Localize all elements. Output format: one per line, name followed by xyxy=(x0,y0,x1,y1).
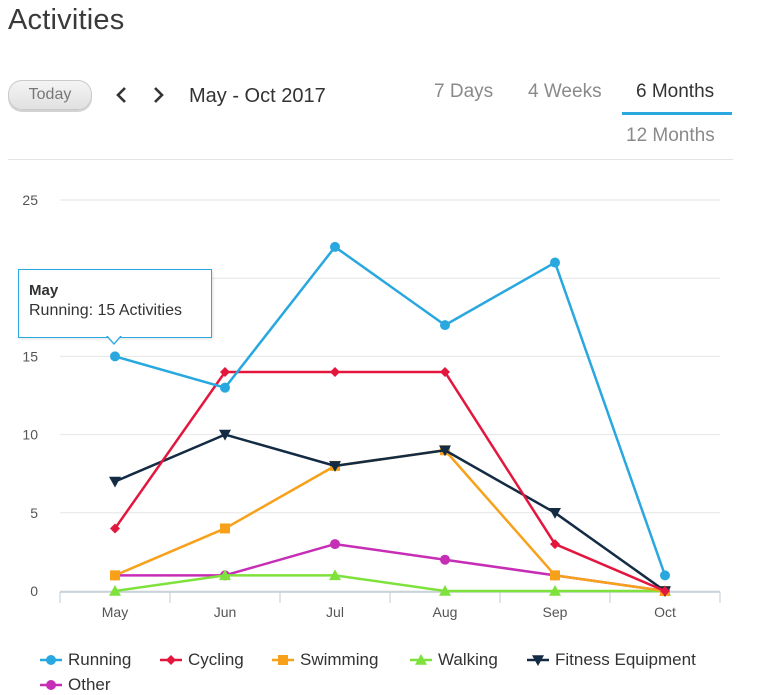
legend-item-walking[interactable]: Walking xyxy=(408,650,668,670)
x-tick-label: May xyxy=(102,604,128,620)
legend-item-other[interactable]: Other xyxy=(38,675,298,695)
x-tick-label: Jun xyxy=(214,604,237,620)
chart-tooltip: May Running: 15 Activities xyxy=(18,269,212,338)
data-point-running[interactable] xyxy=(110,351,120,362)
data-point-walking[interactable] xyxy=(329,569,341,581)
legend-item-fitness-equipment[interactable]: Fitness Equipment xyxy=(525,650,784,670)
tab-7-days[interactable]: 7 Days xyxy=(434,81,494,102)
series-line-swimming xyxy=(114,448,666,593)
data-point-fitness-equipment[interactable] xyxy=(329,461,341,472)
legend-marker[interactable] xyxy=(278,655,288,665)
date-range-label: May - Oct 2017 xyxy=(189,85,326,107)
x-tick-label: Sep xyxy=(543,604,568,620)
legend-item-running[interactable]: Running xyxy=(38,650,298,670)
page-title: Activities xyxy=(8,4,125,36)
x-tick-label: Aug xyxy=(433,604,458,620)
data-point-cycling[interactable] xyxy=(550,539,560,550)
data-point-cycling[interactable] xyxy=(220,367,230,378)
data-point-swimming[interactable] xyxy=(550,570,560,581)
legend-symbol-running xyxy=(40,655,62,665)
legend-marker[interactable] xyxy=(46,680,56,690)
data-point-swimming[interactable] xyxy=(220,523,230,534)
chevron-right-icon[interactable] xyxy=(150,86,166,104)
data-point-running[interactable] xyxy=(330,241,340,252)
legend-marker[interactable] xyxy=(415,654,427,665)
data-point-other[interactable] xyxy=(330,539,340,550)
active-tab-indicator xyxy=(622,112,732,115)
legend-item-swimming[interactable]: Swimming xyxy=(270,650,530,670)
data-point-walking[interactable] xyxy=(549,585,561,596)
series-line-running xyxy=(114,245,667,576)
data-point-walking[interactable] xyxy=(109,585,121,596)
legend-symbol-fitness-equipment xyxy=(527,655,549,666)
data-point-walking[interactable] xyxy=(219,569,231,581)
data-point-walking[interactable] xyxy=(439,585,451,596)
tab-4-weeks[interactable]: 4 Weeks xyxy=(528,81,602,102)
data-point-cycling[interactable] xyxy=(440,367,450,378)
x-tick-label: Jul xyxy=(326,604,344,620)
legend-label: Fitness Equipment xyxy=(555,650,696,669)
tooltip-body: Running: 15 Activities xyxy=(29,302,182,319)
legend-symbol-walking xyxy=(410,654,432,665)
x-tick-label: Oct xyxy=(654,604,676,620)
data-point-fitness-equipment[interactable] xyxy=(109,476,121,488)
data-point-running[interactable] xyxy=(440,320,450,331)
legend-label: Swimming xyxy=(300,650,379,669)
data-point-running[interactable] xyxy=(660,570,670,581)
legend-label: Other xyxy=(68,675,111,694)
tab-6-months[interactable]: 6 Months xyxy=(636,81,715,102)
legend-label: Cycling xyxy=(188,650,244,669)
data-point-fitness-equipment[interactable] xyxy=(549,508,561,519)
y-tick-label: 25 xyxy=(22,192,38,208)
legend-symbol-cycling xyxy=(160,655,182,665)
data-point-cycling[interactable] xyxy=(110,523,120,534)
legend-label: Running xyxy=(68,650,132,669)
data-point-fitness-equipment[interactable] xyxy=(439,445,451,457)
series-line-fitness-equipment xyxy=(114,433,666,593)
y-tick-label: 15 xyxy=(22,348,38,364)
legend-symbol-swimming xyxy=(272,655,294,665)
series-line-cycling xyxy=(113,370,666,593)
data-point-swimming[interactable] xyxy=(110,570,120,581)
legend-symbol-other xyxy=(40,680,62,690)
data-point-other[interactable] xyxy=(440,554,450,565)
legend-marker[interactable] xyxy=(46,655,56,665)
series-line-walking xyxy=(114,574,665,593)
y-tick-label: 10 xyxy=(22,427,38,443)
legend-marker[interactable] xyxy=(532,655,544,666)
y-tick-label: 5 xyxy=(30,505,38,521)
data-point-cycling[interactable] xyxy=(660,586,670,596)
legend-label: Walking xyxy=(438,650,498,669)
data-point-running[interactable] xyxy=(220,382,230,393)
data-point-fitness-equipment[interactable] xyxy=(219,429,231,441)
legend-item-cycling[interactable]: Cycling xyxy=(158,650,418,670)
header-divider xyxy=(8,159,733,160)
legend-marker[interactable] xyxy=(166,655,176,665)
data-point-cycling[interactable] xyxy=(330,367,340,378)
tab-12-months[interactable]: 12 Months xyxy=(626,125,715,146)
today-button[interactable]: Today xyxy=(8,80,92,110)
y-tick-label: 0 xyxy=(30,583,38,599)
tooltip-pointer-fill xyxy=(107,335,121,343)
data-point-running[interactable] xyxy=(550,257,560,268)
chevron-left-icon[interactable] xyxy=(114,86,130,104)
tooltip-title: May xyxy=(29,282,59,299)
